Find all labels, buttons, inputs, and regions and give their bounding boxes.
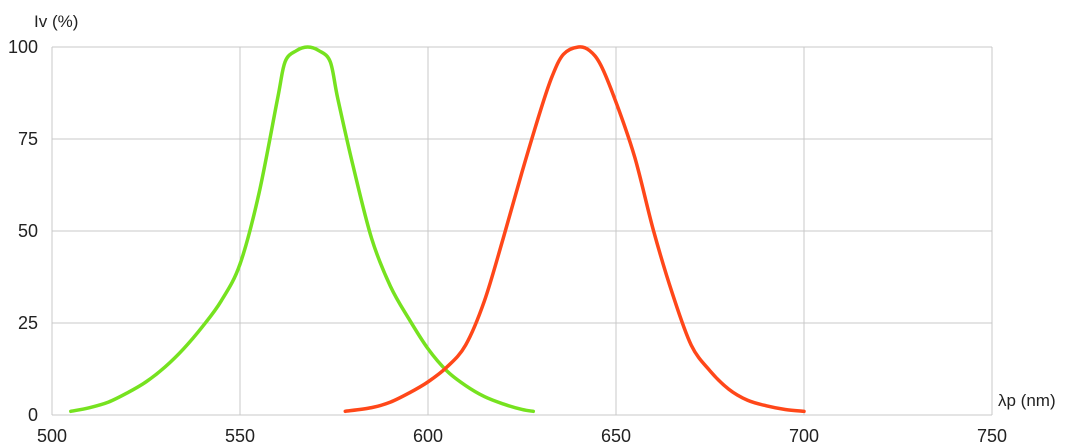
y-tick-label: 50 [18, 221, 38, 241]
x-tick-label: 650 [601, 426, 631, 446]
y-axis-label: Iv (%) [34, 12, 78, 31]
series-line-2 [343, 45, 806, 414]
axes [51, 47, 992, 416]
x-tick-label: 750 [977, 426, 1007, 446]
y-tick-label: 0 [28, 405, 38, 425]
x-tick-label: 500 [37, 426, 67, 446]
grid [52, 46, 993, 415]
y-tick-label: 100 [8, 37, 38, 57]
y-tick-label: 75 [18, 129, 38, 149]
x-axis-label: λp (nm) [998, 391, 1056, 410]
x-tick-label: 600 [413, 426, 443, 446]
x-tick-label: 550 [225, 426, 255, 446]
series-lines [69, 45, 806, 414]
y-tick-label: 25 [18, 313, 38, 333]
tick-labels: 500 550 600 650 700 750 0 25 50 75 100 [8, 37, 1007, 446]
series-line-1 [69, 45, 536, 414]
x-tick-label: 700 [789, 426, 819, 446]
